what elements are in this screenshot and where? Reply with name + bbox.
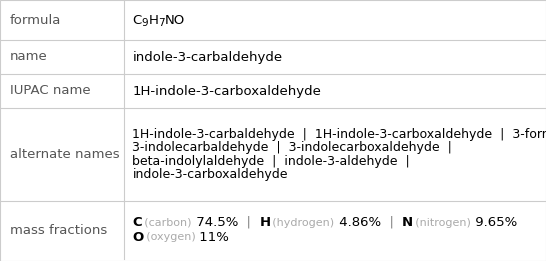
Text: NO: NO: [165, 14, 185, 27]
Text: |: |: [238, 216, 259, 229]
Text: mass fractions: mass fractions: [10, 223, 107, 236]
Text: H: H: [149, 14, 158, 27]
Text: |: |: [381, 216, 402, 229]
Text: formula: formula: [10, 14, 61, 27]
Text: name: name: [10, 50, 48, 63]
Text: C: C: [133, 14, 142, 27]
Text: indole-3-carbaldehyde: indole-3-carbaldehyde: [133, 50, 283, 63]
Text: alternate names: alternate names: [10, 148, 120, 161]
Text: 9: 9: [142, 18, 149, 28]
Text: 3-indolecarbaldehyde  |  3-indolecarboxaldehyde  |: 3-indolecarbaldehyde | 3-indolecarboxald…: [133, 141, 453, 154]
Text: 74.5%: 74.5%: [192, 216, 238, 229]
Text: 9.65%: 9.65%: [471, 216, 518, 229]
Text: N: N: [402, 216, 413, 229]
Text: C: C: [133, 216, 142, 229]
Text: 7: 7: [158, 18, 165, 28]
Text: (nitrogen): (nitrogen): [413, 217, 471, 228]
Text: IUPAC name: IUPAC name: [10, 85, 91, 98]
Text: 1H-indole-3-carboxaldehyde: 1H-indole-3-carboxaldehyde: [133, 85, 322, 98]
Text: (carbon): (carbon): [142, 217, 192, 228]
Text: H: H: [259, 216, 270, 229]
Text: indole-3-carboxaldehyde: indole-3-carboxaldehyde: [133, 168, 288, 181]
Text: 11%: 11%: [195, 231, 229, 244]
Text: (hydrogen): (hydrogen): [270, 217, 335, 228]
Text: O: O: [133, 231, 144, 244]
Text: (oxygen): (oxygen): [144, 233, 195, 242]
Text: 1H-indole-3-carbaldehyde  |  1H-indole-3-carboxaldehyde  |  3-formylindole  |: 1H-indole-3-carbaldehyde | 1H-indole-3-c…: [133, 128, 546, 141]
Text: 4.86%: 4.86%: [335, 216, 381, 229]
Text: beta-indolylaldehyde  |  indole-3-aldehyde  |: beta-indolylaldehyde | indole-3-aldehyde…: [133, 155, 410, 168]
